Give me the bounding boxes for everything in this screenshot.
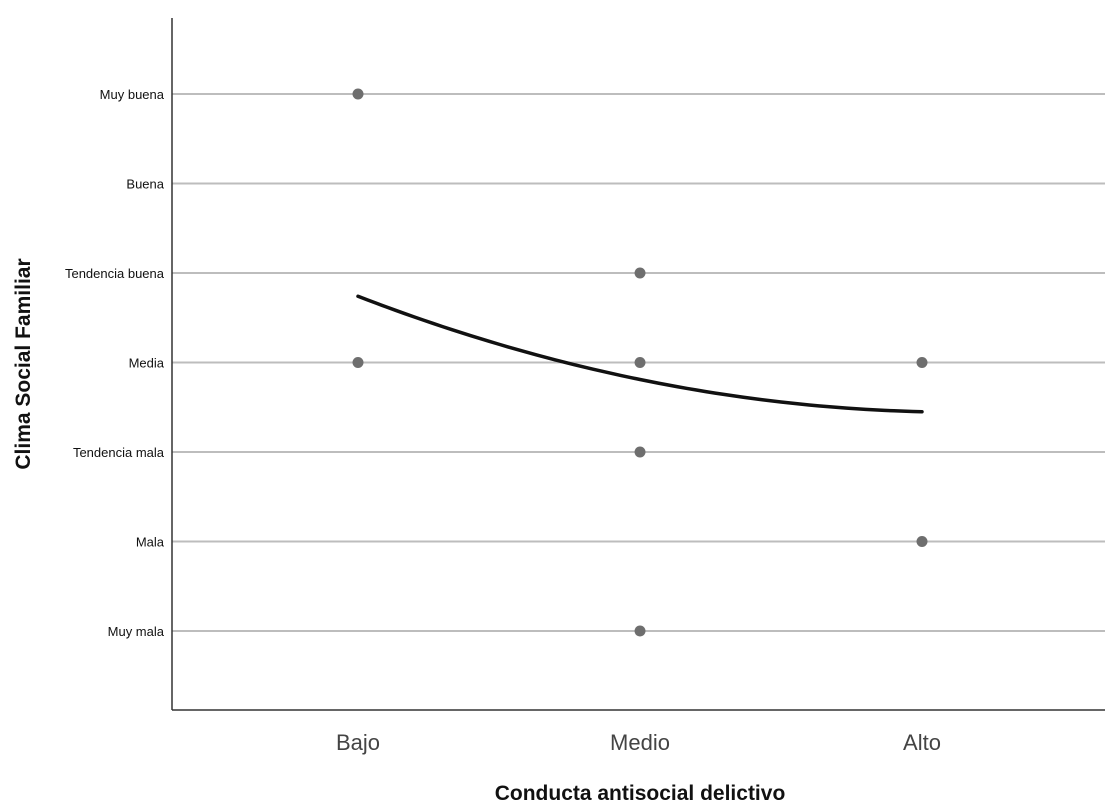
y-tick-label: Media (129, 356, 165, 371)
x-axis-title: Conducta antisocial delictivo (495, 782, 786, 805)
x-tick-labels: Bajo Medio Alto (336, 730, 941, 755)
y-axis-title: Clima Social Familiar (12, 258, 35, 469)
data-point (352, 357, 364, 368)
y-tick-label: Muy buena (100, 87, 165, 102)
x-tick-label: Medio (610, 730, 670, 755)
y-tick-label: Buena (126, 177, 164, 192)
data-point (634, 357, 646, 368)
y-tick-label: Tendencia mala (73, 445, 165, 460)
x-tick-label: Alto (903, 730, 941, 755)
data-point (634, 625, 646, 637)
data-point (352, 88, 364, 100)
data-point (634, 267, 646, 279)
y-tick-label: Muy mala (108, 624, 165, 639)
y-tick-labels: Muy mala Mala Tendencia mala Media Tendencia… (65, 87, 165, 639)
data-point (634, 446, 646, 458)
data-points (352, 88, 928, 637)
y-tick-label: Mala (136, 535, 165, 550)
data-point (916, 536, 928, 547)
y-tick-label: Tendencia buena (65, 266, 165, 281)
x-tick-label: Bajo (336, 730, 380, 755)
fit-line (356, 294, 924, 414)
data-point (916, 357, 928, 368)
